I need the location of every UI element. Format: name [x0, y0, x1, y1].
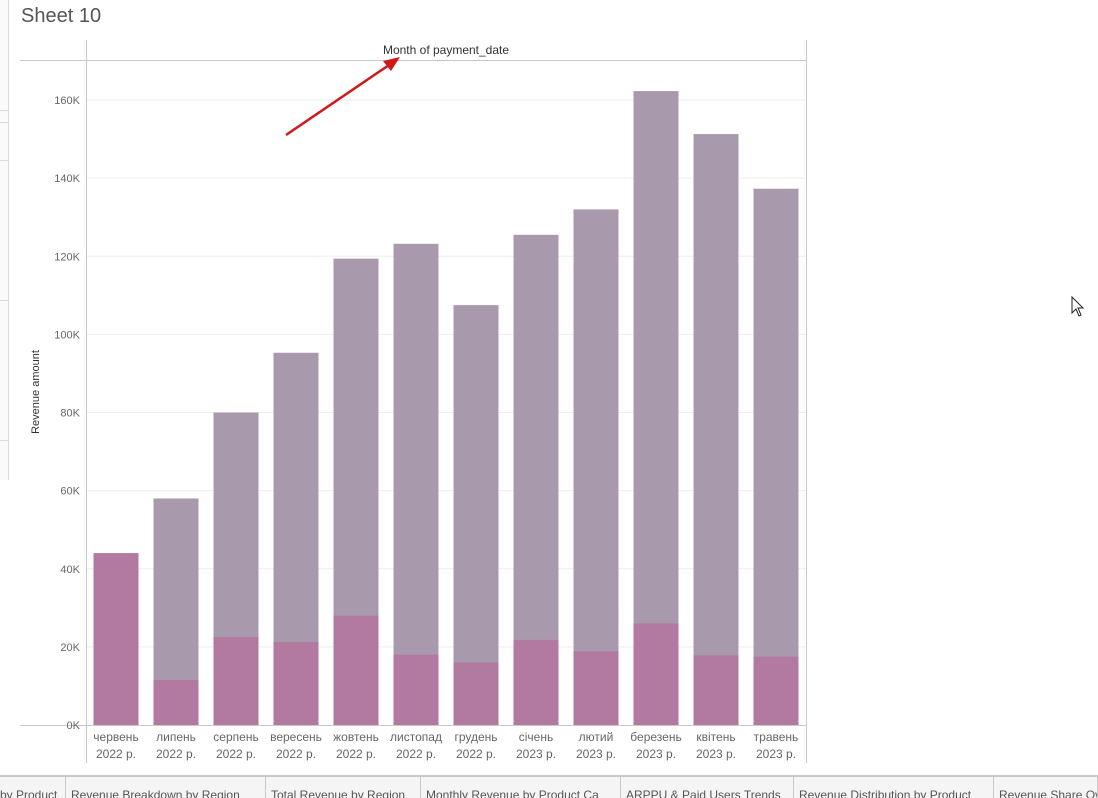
bar-total[interactable] — [693, 134, 739, 726]
bar-highlight[interactable] — [453, 662, 499, 725]
panel-divider — [0, 122, 8, 123]
annotation-arrow-line — [285, 61, 393, 137]
x-tick-label-month: грудень — [454, 730, 497, 744]
column-header-label[interactable]: Month of payment_date — [382, 43, 510, 57]
tab-sheet[interactable]: by Product — [0, 777, 66, 798]
x-tick-label-month: серпень — [213, 730, 258, 744]
y-tick-label: 140K — [54, 173, 80, 185]
panel-divider — [0, 440, 8, 441]
x-tick-label-month: листопад — [390, 730, 442, 744]
x-tick-label-month: червень — [93, 730, 138, 744]
x-tick-label-month: березень — [630, 730, 681, 744]
x-tick-label-month: жовтень — [333, 730, 379, 744]
bar-total[interactable] — [753, 188, 799, 725]
y-tick-label: 80K — [60, 408, 80, 420]
x-tick-label-year: 2023 р. — [516, 747, 556, 761]
x-tick-label-month: вересень — [270, 730, 322, 744]
bar-total[interactable] — [393, 243, 439, 725]
bar-highlight[interactable] — [273, 642, 319, 725]
tab-sheet[interactable]: ARPPU & Paid Users Trends — [621, 777, 794, 798]
y-tick-label: 100K — [54, 329, 80, 341]
sheet-tab-bar: by Product Revenue Breakdown by Region T… — [0, 776, 1098, 798]
x-tick-label-month: липень — [156, 730, 196, 744]
y-tick-label: 40K — [60, 564, 80, 576]
y-tick-label: 120K — [54, 251, 80, 263]
bar-total[interactable] — [453, 305, 499, 725]
bar-highlight[interactable] — [693, 655, 739, 725]
x-tick-label-year: 2022 р. — [456, 747, 496, 761]
tab-sheet[interactable]: Revenue Share Ov — [994, 777, 1098, 798]
x-tick-label-year: 2022 р. — [216, 747, 256, 761]
bar-highlight[interactable] — [753, 656, 799, 725]
y-axis-title[interactable]: Revenue amount — [30, 350, 42, 434]
bar-highlight[interactable] — [513, 639, 559, 725]
tab-sheet[interactable]: Revenue Distribution by Product — [794, 777, 994, 798]
x-tick-label-year: 2022 р. — [96, 747, 136, 761]
bar-highlight[interactable] — [93, 553, 139, 725]
sheet-title: Sheet 10 — [21, 5, 102, 27]
bar-total[interactable] — [633, 91, 679, 725]
left-panel-edge — [0, 0, 9, 480]
bar-chart[interactable]: 0K 20K 40K 60K 80K 100K 120K 140K 160K червень 202… — [0, 0, 1098, 776]
x-tick-label-month: квітень — [696, 730, 735, 744]
mouse-cursor-icon — [1071, 296, 1085, 317]
y-tick-label: 20K — [60, 642, 80, 654]
bar-highlight[interactable] — [393, 654, 439, 725]
tab-sheet[interactable]: Monthly Revenue by Product Ca — [421, 777, 621, 798]
bar-total[interactable] — [573, 209, 619, 725]
tab-sheet[interactable]: Revenue Breakdown by Region — [66, 777, 266, 798]
bar-highlight[interactable] — [633, 623, 679, 725]
panel-divider — [0, 110, 8, 111]
bar-highlight[interactable] — [573, 651, 619, 725]
annotation-arrow-head-icon — [383, 57, 400, 71]
x-tick-label-month: травень — [754, 730, 799, 744]
tab-sheet[interactable]: Total Revenue by Region — [266, 777, 421, 798]
x-tick-label-year: 2022 р. — [336, 747, 376, 761]
bar-highlight[interactable] — [153, 680, 199, 725]
x-tick-label-year: 2023 р. — [756, 747, 796, 761]
x-tick-label-year: 2023 р. — [636, 747, 676, 761]
x-tick-label-year: 2022 р. — [156, 747, 196, 761]
x-tick-label-year: 2022 р. — [276, 747, 316, 761]
x-tick-label-month: січень — [519, 730, 553, 744]
panel-divider — [0, 300, 8, 301]
bar-highlight[interactable] — [213, 637, 259, 725]
y-tick-label: 60K — [60, 486, 80, 498]
x-tick-label-year: 2022 р. — [396, 747, 436, 761]
x-tick-label-year: 2023 р. — [696, 747, 736, 761]
x-tick-label-year: 2023 р. — [576, 747, 616, 761]
panel-divider — [0, 160, 8, 161]
bar-highlight[interactable] — [333, 615, 379, 725]
y-tick-label: 160K — [54, 95, 80, 107]
y-tick-label: 0K — [67, 720, 81, 732]
x-tick-label-month: лютий — [579, 730, 614, 744]
